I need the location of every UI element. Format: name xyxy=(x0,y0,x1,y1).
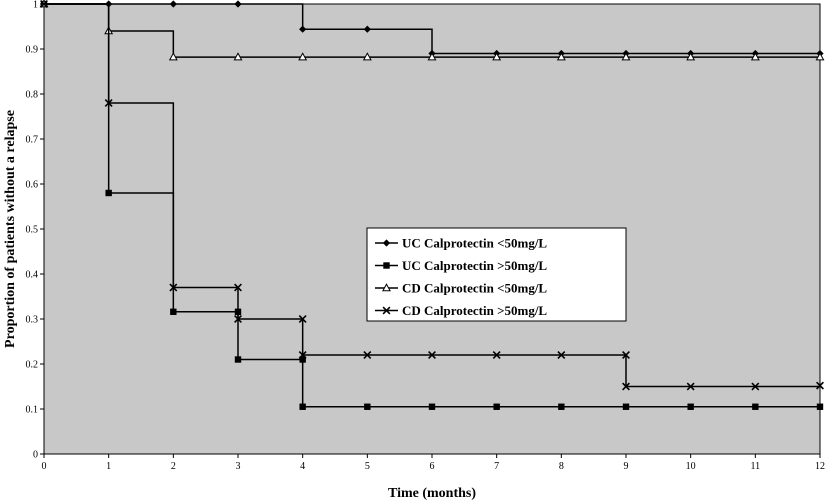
x-tick-label: 6 xyxy=(430,461,435,472)
legend-marker xyxy=(382,239,391,247)
data-point xyxy=(493,403,500,410)
x-tick-label: 11 xyxy=(751,461,761,472)
y-tick-label: 0.2 xyxy=(26,360,39,371)
data-point xyxy=(362,52,372,61)
legend-label: CD Calprotectin <50mg/L xyxy=(402,281,547,296)
y-tick-label: 0 xyxy=(33,450,38,461)
series-4 xyxy=(40,0,824,391)
data-point xyxy=(750,52,760,61)
data-point xyxy=(298,315,307,323)
data-point xyxy=(686,382,695,391)
y-axis-title: Proportion of patients without a relapse xyxy=(3,110,18,348)
data-point xyxy=(364,403,371,410)
data-point xyxy=(752,403,759,410)
y-tick-label: 0.5 xyxy=(26,225,39,236)
data-point xyxy=(363,351,372,359)
x-tick-label: 1 xyxy=(106,461,111,472)
data-point xyxy=(816,403,824,410)
data-point xyxy=(492,351,501,359)
x-tick-label: 9 xyxy=(624,461,629,472)
legend-label: UC Calprotectin >50mg/L xyxy=(402,258,547,273)
y-tick-label: 1 xyxy=(33,0,38,11)
data-point xyxy=(622,403,630,410)
data-point xyxy=(621,52,631,61)
y-tick-label: 0.4 xyxy=(26,270,39,281)
data-point xyxy=(687,403,694,410)
data-point xyxy=(299,356,306,363)
data-point xyxy=(558,403,565,410)
data-point xyxy=(751,382,760,391)
y-tick-label: 0.8 xyxy=(26,90,39,101)
data-point xyxy=(363,25,371,33)
y-tick-label: 0.7 xyxy=(26,135,39,146)
x-axis-title: Time (months) xyxy=(388,486,476,501)
data-point xyxy=(105,189,112,197)
data-point xyxy=(428,403,436,410)
x-tick-label: 3 xyxy=(236,461,241,472)
data-point xyxy=(168,52,178,61)
data-point xyxy=(622,351,630,359)
x-tick-label: 10 xyxy=(686,461,696,472)
data-point xyxy=(234,0,242,8)
x-tick-label: 0 xyxy=(42,461,47,472)
x-tick-label: 7 xyxy=(494,461,499,472)
data-point xyxy=(816,381,824,390)
legend-marker xyxy=(382,283,391,292)
data-point xyxy=(169,283,178,292)
data-point xyxy=(298,351,307,359)
data-point xyxy=(428,351,436,359)
legend: UC Calprotectin <50mg/L UC Calprotectin >… xyxy=(366,227,627,322)
data-point xyxy=(233,52,243,61)
x-tick-label: 8 xyxy=(559,461,564,472)
data-point xyxy=(686,52,696,61)
data-point xyxy=(299,403,306,410)
legend-marker xyxy=(383,262,390,269)
data-point xyxy=(104,99,113,107)
y-tick-label: 0.9 xyxy=(26,45,39,56)
data-point xyxy=(556,52,566,61)
series-line xyxy=(44,3,820,55)
axis-layer: 0 1 2 3 4 5 6 7 8 9 10 11 1200.10.20.30.40.50.60.70.… xyxy=(26,0,826,472)
legend-entry-2: UC Calprotectin >50mg/L xyxy=(375,258,547,273)
data-point xyxy=(299,25,307,33)
legend-entry-4: CD Calprotectin >50mg/L xyxy=(375,303,547,318)
data-point xyxy=(169,0,177,8)
legend-marker xyxy=(382,306,391,315)
y-tick-label: 0.1 xyxy=(26,405,39,416)
data-point xyxy=(557,351,566,359)
x-tick-label: 12 xyxy=(815,461,825,472)
legend-box xyxy=(366,227,627,322)
data-point xyxy=(298,52,308,61)
data-point xyxy=(234,356,242,363)
series-layer xyxy=(39,0,825,410)
y-tick-label: 0.3 xyxy=(26,315,39,326)
data-point xyxy=(427,52,437,61)
legend-entry-1: UC Calprotectin <50mg/L xyxy=(375,236,547,251)
data-point xyxy=(492,52,502,61)
x-tick-label: 4 xyxy=(300,461,305,472)
data-point xyxy=(170,308,177,315)
legend-label: UC Calprotectin <50mg/L xyxy=(402,236,547,251)
data-point xyxy=(234,283,242,292)
legend-entry-3: CD Calprotectin <50mg/L xyxy=(375,281,547,296)
data-point xyxy=(234,315,242,323)
x-tick-label: 5 xyxy=(365,461,370,472)
legend-label: CD Calprotectin >50mg/L xyxy=(402,303,547,318)
data-point xyxy=(622,382,630,391)
data-point xyxy=(815,52,825,61)
y-tick-label: 0.6 xyxy=(26,180,39,191)
x-tick-label: 2 xyxy=(171,461,176,472)
